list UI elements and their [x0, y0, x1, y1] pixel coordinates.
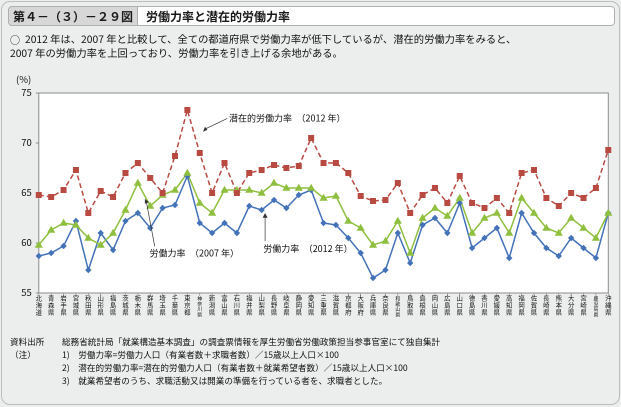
svg-text:県: 県 [48, 307, 55, 316]
svg-text:県: 県 [60, 307, 67, 316]
svg-text:県: 県 [258, 307, 265, 316]
svg-text:県: 県 [580, 307, 587, 316]
svg-text:県: 県 [73, 307, 80, 316]
svg-text:県: 県 [209, 307, 216, 316]
svg-text:県: 県 [556, 307, 563, 316]
svg-text:県: 県 [382, 307, 389, 316]
svg-text:道: 道 [36, 307, 43, 316]
svg-text:県: 県 [308, 307, 315, 316]
svg-text:県: 県 [481, 307, 488, 316]
svg-text:府: 府 [345, 307, 352, 316]
svg-text:労働力率 （2007 年）: 労働力率 （2007 年） [150, 246, 240, 259]
svg-text:県: 県 [395, 311, 400, 318]
svg-text:潜在的労働力率 （2012 年）: 潜在的労働力率 （2012 年） [229, 111, 346, 124]
svg-text:県: 県 [568, 307, 575, 316]
svg-text:県: 県 [370, 307, 377, 316]
svg-text:都: 都 [184, 307, 191, 316]
svg-text:県: 県 [494, 307, 501, 316]
svg-text:県: 県 [593, 311, 598, 318]
svg-text:県: 県 [518, 307, 525, 316]
svg-text:県: 県 [543, 307, 550, 316]
svg-text:県: 県 [283, 307, 290, 316]
svg-text:県: 県 [85, 307, 92, 316]
svg-text:県: 県 [419, 307, 426, 316]
svg-text:府: 府 [357, 307, 364, 316]
svg-text:県: 県 [271, 307, 278, 316]
svg-text:県: 県 [506, 307, 513, 316]
svg-text:県: 県 [172, 307, 179, 316]
svg-text:県: 県 [246, 307, 253, 316]
svg-text:県: 県 [457, 307, 464, 316]
svg-text:労働力率 （2012 年）: 労働力率 （2012 年） [263, 242, 353, 255]
svg-text:県: 県 [221, 307, 228, 316]
svg-text:県: 県 [122, 307, 129, 316]
svg-text:県: 県 [531, 307, 538, 316]
svg-text:県: 県 [110, 307, 117, 316]
svg-text:60: 60 [21, 235, 32, 249]
svg-text:県: 県 [333, 307, 340, 316]
svg-text:県: 県 [444, 307, 451, 316]
svg-text:70: 70 [21, 135, 32, 149]
svg-text:55: 55 [21, 285, 32, 299]
svg-text:県: 県 [432, 307, 439, 316]
svg-text:県: 県 [407, 307, 414, 316]
svg-text:県: 県 [197, 311, 202, 318]
svg-text:県: 県 [159, 307, 166, 316]
svg-text:65: 65 [21, 185, 32, 199]
svg-text:75: 75 [21, 85, 32, 99]
svg-text:県: 県 [469, 307, 476, 316]
svg-text:県: 県 [135, 307, 142, 316]
svg-text:(%): (%) [16, 72, 31, 86]
svg-text:県: 県 [98, 307, 105, 316]
svg-text:県: 県 [320, 307, 327, 316]
svg-text:県: 県 [234, 307, 241, 316]
svg-text:県: 県 [605, 307, 612, 316]
svg-text:県: 県 [296, 307, 303, 316]
svg-text:県: 県 [147, 307, 154, 316]
